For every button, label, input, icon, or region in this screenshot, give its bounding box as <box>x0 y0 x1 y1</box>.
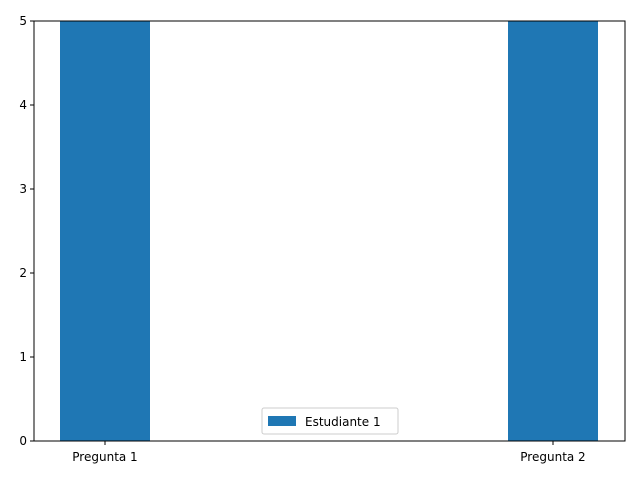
y-tick-label: 4 <box>19 98 27 112</box>
legend-box <box>261 407 399 435</box>
x-tick-label: Pregunta 1 <box>72 450 137 464</box>
y-axis: 0 1 2 3 4 5 <box>19 14 34 448</box>
x-tick-label: Pregunta 2 <box>520 450 585 464</box>
y-tick-label: 5 <box>19 14 27 28</box>
y-tick-label: 3 <box>19 182 27 196</box>
bar-1-1 <box>60 21 150 441</box>
bars-group <box>60 21 598 441</box>
y-tick-label: 1 <box>19 350 27 364</box>
bar-1-2 <box>508 21 598 441</box>
legend-swatch <box>268 416 296 426</box>
plot-frame <box>33 20 626 442</box>
legend-label: Estudiante 1 <box>305 415 381 429</box>
y-tick-label: 0 <box>19 434 27 448</box>
x-axis: Pregunta 1 Pregunta 2 <box>72 441 586 464</box>
y-tick-label: 2 <box>19 266 27 280</box>
legend: Estudiante 1 <box>261 407 399 435</box>
